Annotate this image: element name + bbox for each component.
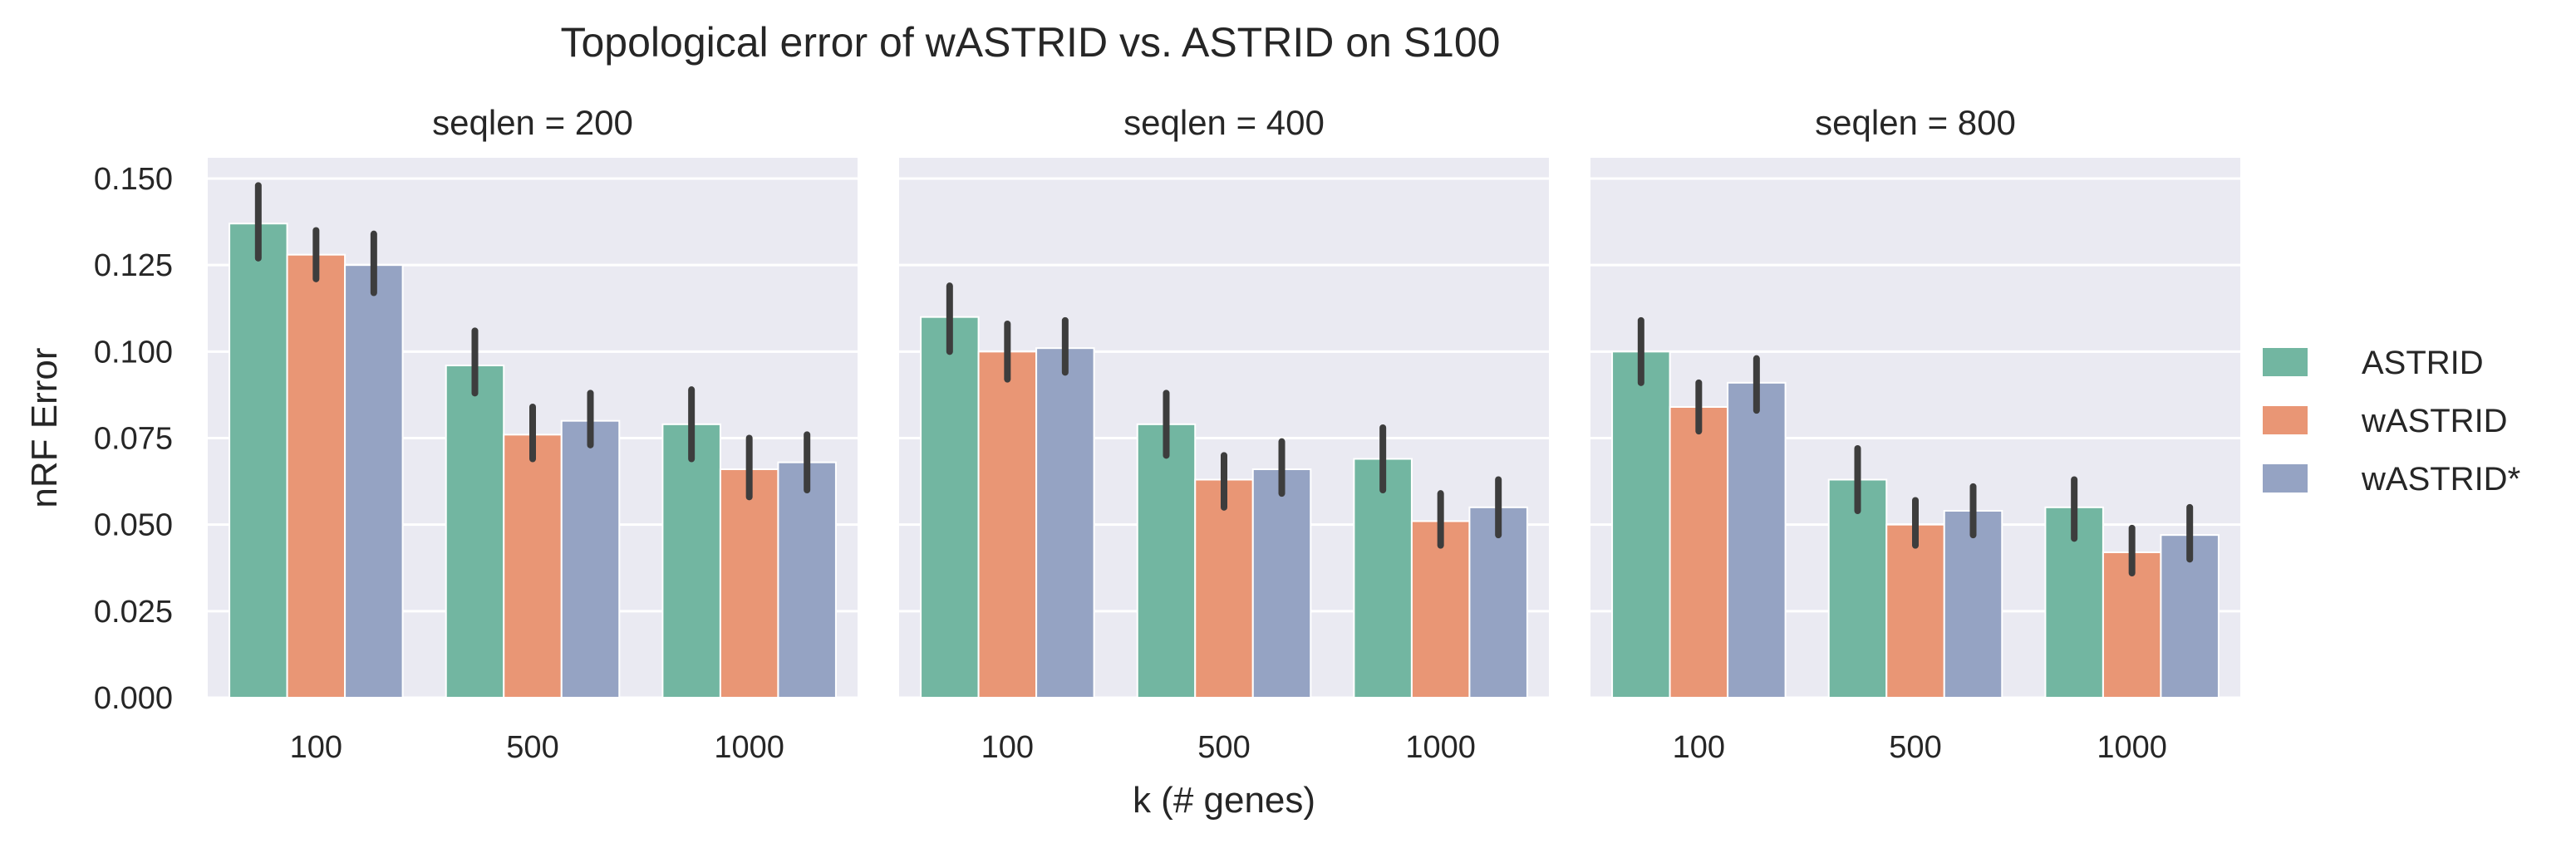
- legend-label-wastrid: wASTRID: [2361, 403, 2508, 439]
- error-bars: [254, 182, 811, 501]
- bar: [1251, 468, 1312, 698]
- bar: [1669, 406, 1729, 698]
- facet-title: seqlen = 800: [1815, 103, 2016, 142]
- error-bars: [946, 282, 1502, 549]
- y-tick-label: 0.100: [94, 335, 173, 370]
- x-tick-label: 100: [1673, 730, 1725, 765]
- bar: [1468, 506, 1528, 698]
- y-tick-label: 0.000: [94, 681, 173, 716]
- legend-swatch-wastrid-star: [2261, 463, 2309, 494]
- facet-panel-3: seqlen = 800 100 500 1000: [1590, 103, 2240, 765]
- y-tick-label: 0.050: [94, 508, 173, 543]
- bar: [503, 434, 563, 698]
- y-tick-label: 0.150: [94, 162, 173, 197]
- y-axis-label: nRF Error: [24, 347, 65, 507]
- y-tick-labels: 0.000 0.025 0.050 0.075 0.100 0.125 0.15…: [94, 162, 173, 716]
- x-tick-label: 100: [981, 730, 1034, 765]
- bar: [1885, 523, 1945, 699]
- x-tick-labels: 100 500 1000: [1673, 730, 2167, 765]
- y-tick-label: 0.025: [94, 595, 173, 630]
- bar: [1943, 510, 2003, 698]
- x-tick-label: 100: [290, 730, 342, 765]
- bar: [2102, 551, 2162, 698]
- legend-label-wastrid-star: wASTRID*: [2361, 461, 2520, 497]
- bar: [1035, 347, 1095, 698]
- bar: [719, 468, 779, 698]
- x-axis-label: k (# genes): [1133, 780, 1315, 821]
- bar: [560, 419, 621, 698]
- legend-label-astrid: ASTRID: [2362, 345, 2484, 381]
- x-tick-label: 1000: [2097, 730, 2167, 765]
- legend: ASTRID wASTRID wASTRID*: [2261, 345, 2520, 497]
- bar: [777, 461, 837, 699]
- bar: [920, 316, 980, 698]
- chart-title: Topological error of wASTRID vs. ASTRID …: [560, 19, 1500, 66]
- facet-title: seqlen = 200: [432, 103, 633, 142]
- x-tick-labels: 100 500 1000: [290, 730, 784, 765]
- legend-swatch-astrid: [2261, 346, 2309, 378]
- bar: [286, 253, 347, 698]
- bar: [1136, 423, 1197, 698]
- bar: [344, 264, 404, 698]
- bars: [229, 223, 837, 699]
- bar: [1353, 458, 1413, 698]
- bar: [229, 223, 288, 698]
- x-tick-label: 1000: [1405, 730, 1476, 765]
- facet-panel-1: seqlen = 200 100 500 1000: [208, 103, 858, 765]
- bars: [1611, 350, 2220, 699]
- bars: [920, 316, 1528, 698]
- bar: [1194, 478, 1254, 698]
- y-tick-label: 0.075: [94, 422, 173, 457]
- bar: [1727, 381, 1787, 698]
- facet-panel-2: seqlen = 400 100 500 1000: [899, 103, 1549, 765]
- x-tick-label: 1000: [714, 730, 784, 765]
- bar: [1611, 350, 1671, 698]
- error-bars: [1637, 316, 2194, 576]
- legend-swatch-wastrid: [2261, 404, 2309, 436]
- x-tick-label: 500: [1197, 730, 1250, 765]
- x-tick-labels: 100 500 1000: [981, 730, 1476, 765]
- bar: [661, 423, 721, 698]
- bar: [977, 350, 1038, 698]
- facet-title: seqlen = 400: [1123, 103, 1325, 142]
- bar: [445, 365, 505, 698]
- x-tick-label: 500: [506, 730, 558, 765]
- x-tick-label: 500: [1889, 730, 1941, 765]
- y-tick-label: 0.125: [94, 248, 173, 283]
